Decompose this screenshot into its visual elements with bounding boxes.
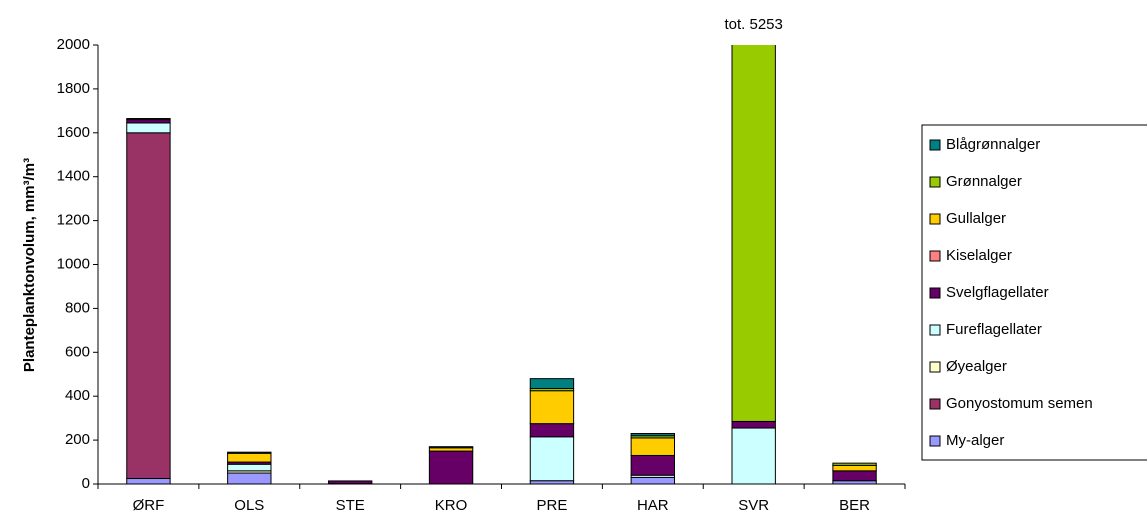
bar-segment [529,423,575,438]
y-tick-label: 800 [65,299,90,316]
x-tick-label: SVR [738,497,769,514]
y-tick-label: 0 [82,475,90,492]
legend-label: Kiselalger [946,247,1012,264]
y-tick-label: 600 [65,343,90,360]
bar-segment [630,476,676,484]
bar-segment [227,472,272,484]
bars [126,45,877,484]
bar-segment [731,420,776,429]
legend-label: My-alger [946,432,1004,449]
bar-segment [832,464,877,472]
bar-segment [529,378,575,390]
y-tick-label: 1800 [57,80,90,97]
bar-segment [630,437,676,456]
x-tick-label: OLS [234,497,264,514]
bar-segment [832,470,877,482]
bar-segment [630,433,676,437]
y-tick-label: 1000 [57,255,90,272]
legend-label: Svelgflagellater [946,284,1049,301]
y-tick-label: 1400 [57,168,90,185]
y-tick-label: 2000 [57,36,90,53]
x-tick-label: ØRF [133,497,165,514]
bar-segment [227,451,272,454]
legend-label: Gonyostomum semen [946,395,1093,412]
legend-swatch [929,324,941,336]
y-tick-label: 1600 [57,124,90,141]
bar-segment [126,132,171,480]
bar-segment [731,427,776,484]
bar-segment [227,463,272,472]
bar-segment [428,450,474,484]
legend-label: Grønnalger [946,173,1022,190]
bar-segment [529,390,575,425]
annotation: tot. 5253 [724,16,782,33]
legend-swatch [929,435,941,447]
bar-segment [832,462,877,466]
legend-label: Øyealger [946,358,1007,375]
legend-box [921,124,1147,461]
bar-segment [227,452,272,463]
legend-swatch [929,287,941,299]
y-tick-label: 400 [65,387,90,404]
legend-swatch [929,176,941,188]
bar-segment [327,480,373,484]
bar-segment [630,454,676,476]
legend-label: Fureflagellater [946,321,1042,338]
legend-swatch [929,213,941,225]
x-tick-label: STE [336,497,365,514]
legend-label: Gullalger [946,210,1006,227]
legend-swatch [929,139,941,151]
legend-swatch [929,250,941,262]
bar-segment [731,45,776,422]
y-tick-label: 1200 [57,212,90,229]
legend-swatch [929,361,941,373]
x-tick-label: KRO [435,497,468,514]
bar-segment [126,122,171,134]
bar-segment [126,118,171,121]
legend-swatch [929,398,941,410]
legend-label: Blågrønnalger [946,136,1040,153]
x-tick-label: BER [839,497,870,514]
bar-segment [126,478,171,484]
y-tick-label: 200 [65,431,90,448]
bar-segment [428,446,474,449]
y-axis-label: Planteplanktonvolum, mm³/m³ [21,158,38,372]
x-tick-label: PRE [537,497,568,514]
bar-segment [529,436,575,482]
x-tick-label: HAR [637,497,669,514]
